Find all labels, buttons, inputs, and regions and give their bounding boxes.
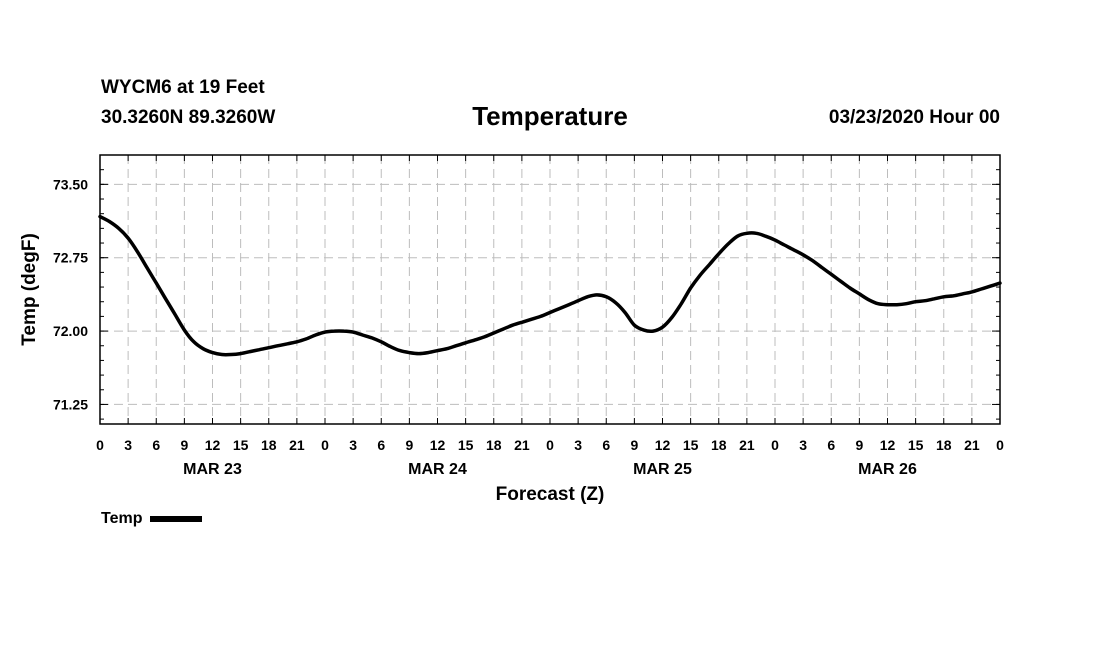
x-tick-label: 18 (261, 437, 277, 453)
x-tick-label: 9 (180, 437, 188, 453)
x-tick-label: 21 (739, 437, 755, 453)
x-tick-label: 3 (124, 437, 132, 453)
series-layer (98, 214, 1002, 357)
x-tick-label: 12 (655, 437, 671, 453)
legend: Temp (101, 510, 203, 528)
x-tick-label: 6 (152, 437, 160, 453)
x-tick-label: 0 (546, 437, 554, 453)
day-label: MAR 24 (408, 461, 467, 478)
x-tick-label: 18 (936, 437, 952, 453)
x-tick-label: 6 (827, 437, 835, 453)
axis-labels: 0 3 6 9 12 15 18 21 0 3 6 9 12 15 18 21 0 3 6 9 12 15 18 21 0 3 6 9… (53, 176, 1004, 478)
day-label: MAR 26 (858, 461, 917, 478)
temp-series-line (98, 214, 1002, 357)
y-tick-label: 71.25 (53, 396, 88, 412)
forecast-run-time: 03/23/2020 Hour 00 (828, 107, 1000, 128)
y-tick-label: 72.00 (53, 323, 88, 339)
x-tick-label: 15 (908, 437, 924, 453)
x-tick-label: 0 (771, 437, 779, 453)
x-tick-label: 15 (458, 437, 474, 453)
x-tick-label: 21 (514, 437, 530, 453)
x-tick-label: 21 (289, 437, 305, 453)
legend-line-swatch (150, 516, 203, 522)
x-tick-label: 9 (405, 437, 413, 453)
x-tick-label: 0 (996, 437, 1004, 453)
station-name: WYCM6 at 19 Feet (101, 77, 265, 98)
x-tick-label: 3 (799, 437, 807, 453)
legend-label: Temp (101, 510, 143, 527)
x-tick-label: 18 (486, 437, 502, 453)
y-tick-label: 73.50 (53, 176, 88, 192)
x-tick-label: 3 (349, 437, 357, 453)
y-tick-label: 72.75 (53, 250, 88, 266)
x-tick-label: 15 (683, 437, 699, 453)
x-tick-label: 6 (602, 437, 610, 453)
ticks (99, 155, 1001, 424)
x-axis-title: Forecast (Z) (496, 484, 605, 505)
y-axis-title: Temp (degF) (19, 233, 40, 346)
day-label: MAR 25 (633, 461, 692, 478)
x-tick-label: 9 (630, 437, 638, 453)
x-tick-label: 21 (964, 437, 980, 453)
x-tick-label: 12 (880, 437, 896, 453)
day-label: MAR 23 (183, 461, 242, 478)
station-coordinates: 30.3260N 89.3260W (101, 107, 276, 128)
x-tick-label: 0 (321, 437, 329, 453)
chart-title: Temperature (472, 101, 628, 131)
x-tick-label: 15 (233, 437, 249, 453)
x-tick-label: 3 (574, 437, 582, 453)
x-tick-label: 6 (377, 437, 385, 453)
x-tick-label: 9 (855, 437, 863, 453)
grid (100, 155, 1000, 424)
x-tick-label: 0 (96, 437, 104, 453)
x-tick-label: 18 (711, 437, 727, 453)
x-tick-label: 12 (430, 437, 446, 453)
x-tick-label: 12 (205, 437, 221, 453)
